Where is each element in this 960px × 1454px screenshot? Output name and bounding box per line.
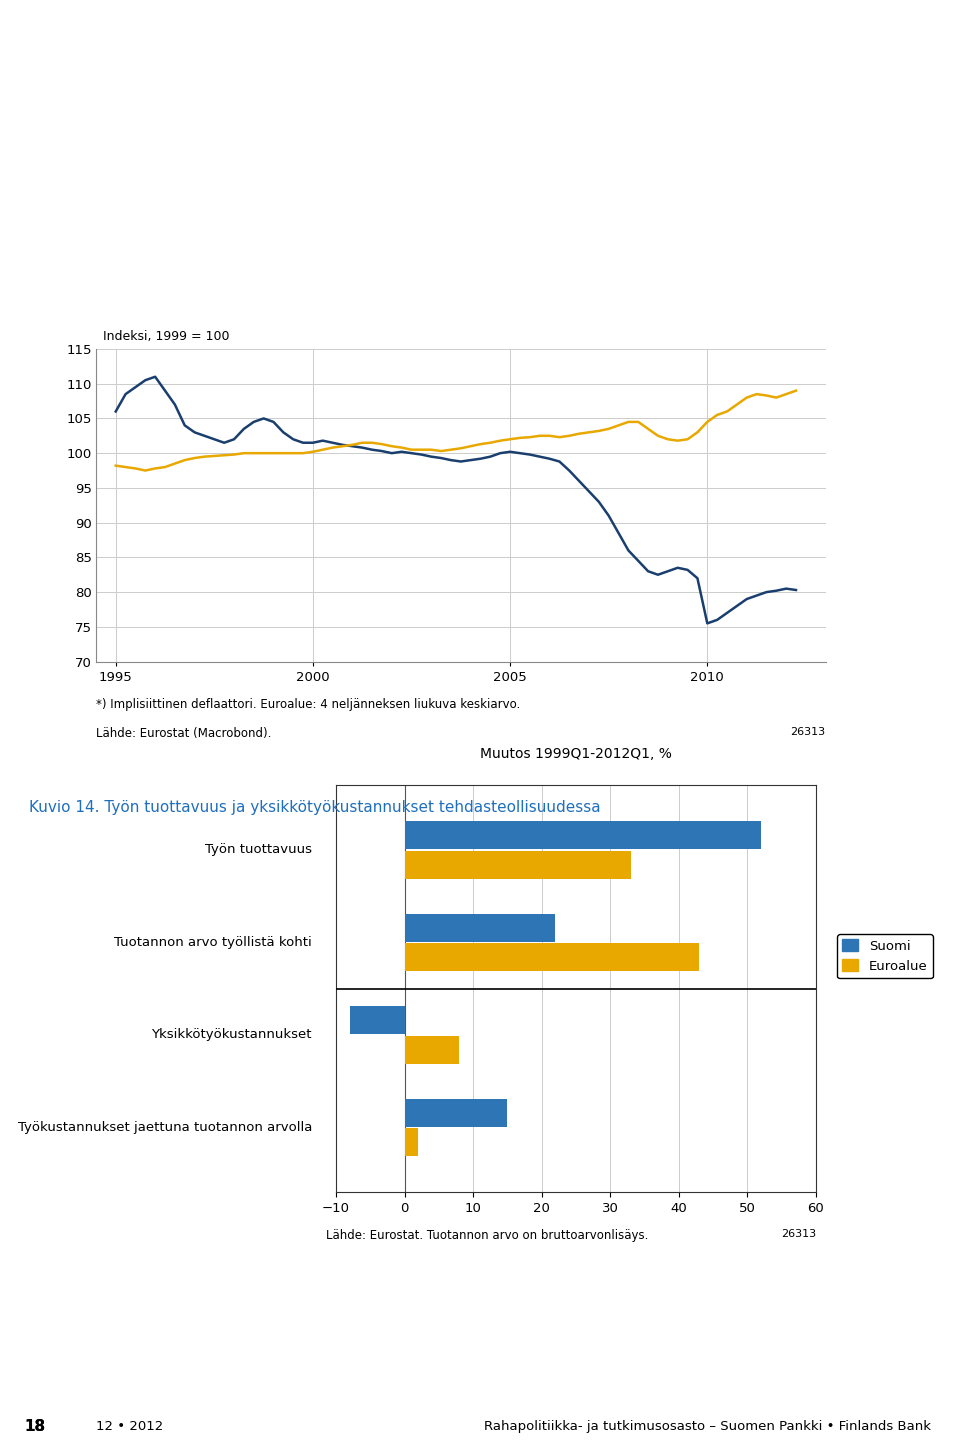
Bar [404, 1128, 419, 1156]
Bar [404, 913, 556, 942]
Legend: Suomi, Euroalue: Suomi, Euroalue [837, 933, 933, 979]
Text: 18: 18 [24, 1419, 45, 1434]
Bar [404, 944, 700, 971]
Bar [404, 851, 631, 878]
Bar [404, 1035, 460, 1064]
Text: Lähde: Eurostat. Tuotannon arvo on bruttoarvonlisäys.: Lähde: Eurostat. Tuotannon arvo on brutt… [326, 1229, 649, 1242]
Text: 26313: 26313 [780, 1229, 816, 1239]
Text: Työn tuottavuus: Työn tuottavuus [205, 843, 312, 856]
Text: Indeksi, 1999 = 100: Indeksi, 1999 = 100 [104, 330, 229, 343]
Text: Työkustannukset jaettuna tuotannon arvolla: Työkustannukset jaettuna tuotannon arvol… [17, 1121, 312, 1134]
Text: Yksikkötyökustannukset: Yksikkötyökustannukset [152, 1028, 312, 1041]
Text: 26313: 26313 [790, 727, 826, 737]
Text: 12 • 2012: 12 • 2012 [96, 1421, 163, 1432]
Bar [349, 1006, 404, 1034]
Bar [404, 1099, 508, 1127]
Text: Lähde: Eurostat (Macrobond).: Lähde: Eurostat (Macrobond). [96, 727, 272, 740]
Bar [404, 822, 761, 849]
Text: Muutos 1999Q1-2012Q1, %: Muutos 1999Q1-2012Q1, % [480, 747, 672, 760]
Text: Kuvio 14. Työn tuottavuus ja yksikkötyökustannukset tehdasteollisuudessa: Kuvio 14. Työn tuottavuus ja yksikkötyök… [29, 800, 600, 814]
Text: Tuotannon arvo työllistä kohti: Tuotannon arvo työllistä kohti [114, 936, 312, 949]
Text: *) Implisiittinen deflaattori. Euroalue: 4 neljänneksen liukuva keskiarvo.: *) Implisiittinen deflaattori. Euroalue:… [96, 698, 520, 711]
Text: Rahapolitiikka- ja tutkimusosasto – Suomen Pankki • Finlands Bank: Rahapolitiikka- ja tutkimusosasto – Suom… [484, 1421, 931, 1432]
Text: 18: 18 [24, 1419, 45, 1434]
